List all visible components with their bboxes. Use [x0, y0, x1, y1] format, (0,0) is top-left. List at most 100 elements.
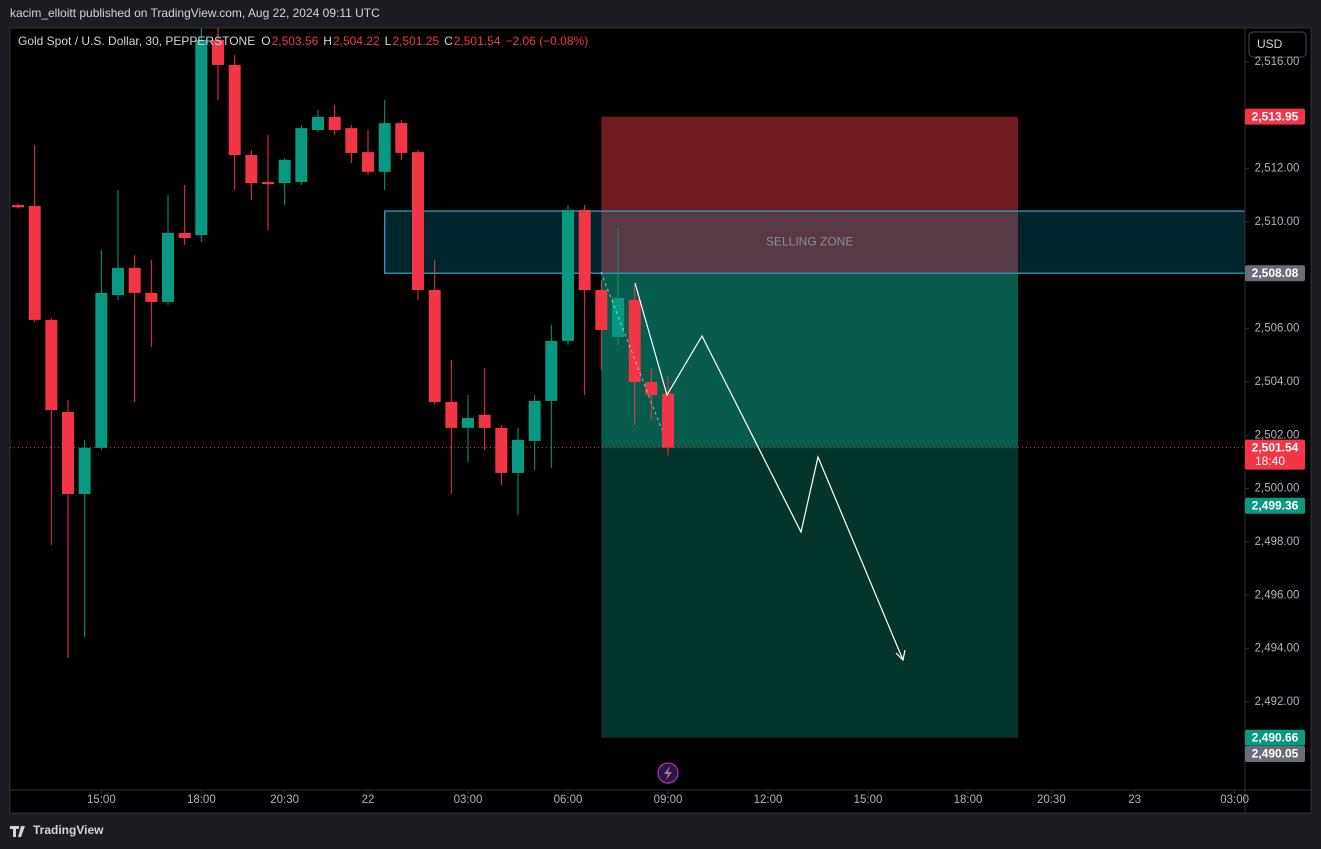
candle-body [228, 64, 241, 156]
candle-body [428, 290, 441, 402]
candle-body [178, 232, 191, 238]
price-label: 2,490.66 [1252, 730, 1299, 744]
x-tick-label: 22 [362, 794, 375, 806]
zone-label: SELLING ZONE [766, 234, 853, 248]
candle-body [295, 128, 308, 182]
brand: TradingView [33, 823, 104, 837]
candle-body [212, 39, 224, 65]
price-label-box [1245, 108, 1305, 125]
x-tick-label: 18:00 [954, 794, 983, 806]
x-tick-label: 03:00 [454, 794, 483, 806]
candle-body [245, 155, 258, 184]
candle-body [512, 439, 524, 473]
ohlc-h-key: H [323, 34, 332, 48]
countdown: 18:40 [1255, 454, 1285, 468]
price-label: 2,501.54 [1252, 440, 1299, 454]
y-tick-label: 2,492.00 [1255, 696, 1300, 708]
candle-body [395, 123, 408, 153]
selling-zone [384, 210, 1245, 274]
candle-body [12, 204, 24, 208]
ohlc-change: −2.06 (−0.08%) [505, 34, 588, 48]
candle-body [595, 290, 608, 330]
ohlc-o: 2,503.56 [272, 34, 319, 48]
candle-body [78, 447, 91, 494]
price-label: 2,499.36 [1252, 498, 1299, 512]
arrow-head [895, 649, 906, 662]
x-tick-label: 15:00 [854, 794, 883, 806]
x-tick-label: 12:00 [754, 794, 783, 806]
y-tick-label: 2,506.00 [1255, 323, 1300, 335]
dashed-line [600, 271, 663, 431]
lightning [664, 766, 672, 780]
candle-body [562, 210, 574, 341]
x-tick-label: 20:30 [1037, 794, 1066, 806]
candle-body [528, 400, 541, 441]
x-tick-label: 03:00 [1220, 794, 1249, 806]
y-tick-label: 2,510.00 [1255, 216, 1300, 228]
candle-body [445, 402, 458, 428]
candle-body [128, 267, 141, 293]
candle-body [328, 116, 341, 130]
price-label: 2,513.95 [1252, 109, 1299, 123]
price-label: 2,490.05 [1252, 747, 1299, 761]
y-tick-label: 2,496.00 [1255, 589, 1300, 601]
price-label-box [1245, 746, 1305, 762]
price-label-box [1245, 265, 1305, 282]
candle-body [195, 39, 208, 236]
candle-body [95, 292, 108, 448]
currency-button[interactable] [1248, 31, 1307, 58]
x-tick-label: 06:00 [554, 794, 583, 806]
candle-body [378, 123, 391, 172]
candle-body [278, 159, 291, 184]
y-tick-label: 2,504.00 [1255, 376, 1300, 388]
ohlc-c-key: C [444, 34, 453, 48]
candle-body [462, 418, 474, 428]
y-tick-label: 2,512.00 [1255, 163, 1300, 175]
y-tick-label: 2,500.00 [1255, 483, 1300, 495]
stop-area [601, 116, 1018, 274]
y-tick-label: 2,502.00 [1255, 429, 1300, 441]
projection-path [634, 282, 904, 661]
ohlc-o-key: O [261, 34, 270, 48]
currency-label: USD [1257, 37, 1283, 51]
candle-body [645, 382, 658, 396]
price-label-box [1245, 439, 1305, 470]
price-label: 2,508.08 [1252, 266, 1299, 280]
x-tick-label: 15:00 [87, 794, 116, 806]
candle-body [312, 116, 324, 130]
candle-body [495, 427, 508, 473]
candle-body [162, 232, 174, 302]
candle-body [145, 292, 158, 302]
candle-body [62, 411, 74, 494]
logo-mark [10, 826, 25, 837]
candle-body [345, 128, 358, 153]
candle-body [612, 298, 624, 337]
candle-body [662, 393, 674, 448]
candle-body [28, 206, 41, 320]
axes: 2,492.00 2,494.00 2,496.00 2,498.00 2,500.00… [87, 56, 1305, 806]
legend: Gold Spot / U.S. Dollar, 30, PEPPERSTONE… [18, 34, 588, 48]
x-tick-label: 18:00 [187, 794, 216, 806]
ohlc-l-key: L [385, 34, 392, 48]
y-tick-label: 2,498.00 [1255, 536, 1300, 548]
plot-area: SELLING ZONE [10, 28, 1245, 738]
ohlc-l: 2,501.25 [392, 34, 439, 48]
candle-body [545, 340, 558, 401]
y-tick-label: 2,516.00 [1255, 56, 1300, 68]
candle-body [112, 267, 124, 296]
x-tick-label: 20:30 [270, 794, 299, 806]
y-tick-label: 2,494.00 [1255, 643, 1300, 655]
candle-body [578, 210, 591, 290]
candle-body [262, 182, 274, 185]
x-tick-label: 23 [1128, 794, 1141, 806]
x-tick-label: 09:00 [654, 794, 683, 806]
price-label-box [1245, 497, 1305, 514]
overlay [600, 271, 906, 784]
candle-body [412, 152, 424, 290]
candle-body [362, 152, 374, 172]
candle-body [478, 414, 491, 428]
ohlc-c: 2,501.54 [454, 34, 501, 48]
candle-body [628, 299, 641, 382]
price-label-box [1245, 729, 1305, 746]
